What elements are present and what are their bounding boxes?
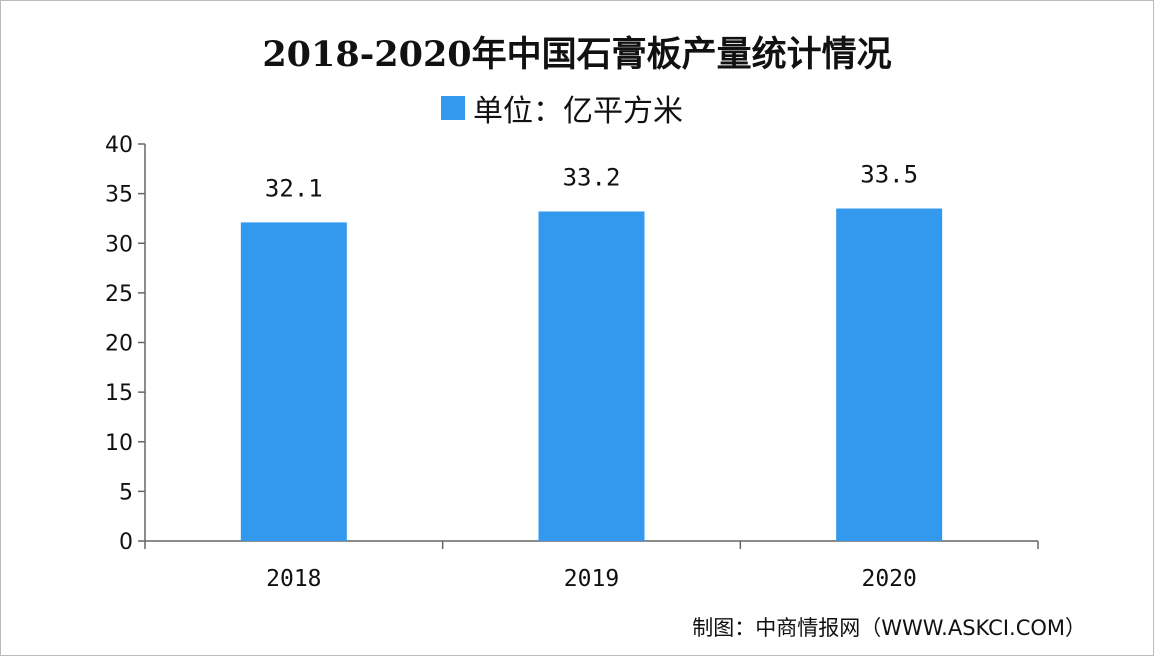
bar-2018 [240,222,347,541]
y-tick-label: 35 [105,183,133,208]
bar-2020 [836,208,943,541]
y-tick-label: 30 [105,232,133,257]
x-tick-label: 2019 [564,566,619,592]
y-tick-label: 15 [105,381,133,406]
legend: 单位：亿平方米 [441,86,683,130]
y-tick-label: 25 [105,282,133,307]
y-tick-label: 0 [119,530,133,555]
y-tick-label: 5 [119,480,133,505]
legend-label: 单位：亿平方米 [473,94,683,129]
x-tick-label: 2020 [861,566,916,592]
source-note: 制图：中商情报网（WWW.ASKCI.COM） [692,616,1086,640]
data-label: 32.1 [265,174,323,202]
legend-swatch [441,96,465,120]
y-tick-label: 40 [105,133,133,158]
y-tick-label: 20 [105,332,133,357]
data-label: 33.2 [563,163,621,191]
bar-2019 [538,211,645,542]
x-tick-label: 2018 [266,566,321,592]
data-label: 33.5 [860,161,918,189]
chart-title: 2018-2020年中国石膏板产量统计情况 [262,34,892,75]
y-tick-label: 10 [105,431,133,456]
